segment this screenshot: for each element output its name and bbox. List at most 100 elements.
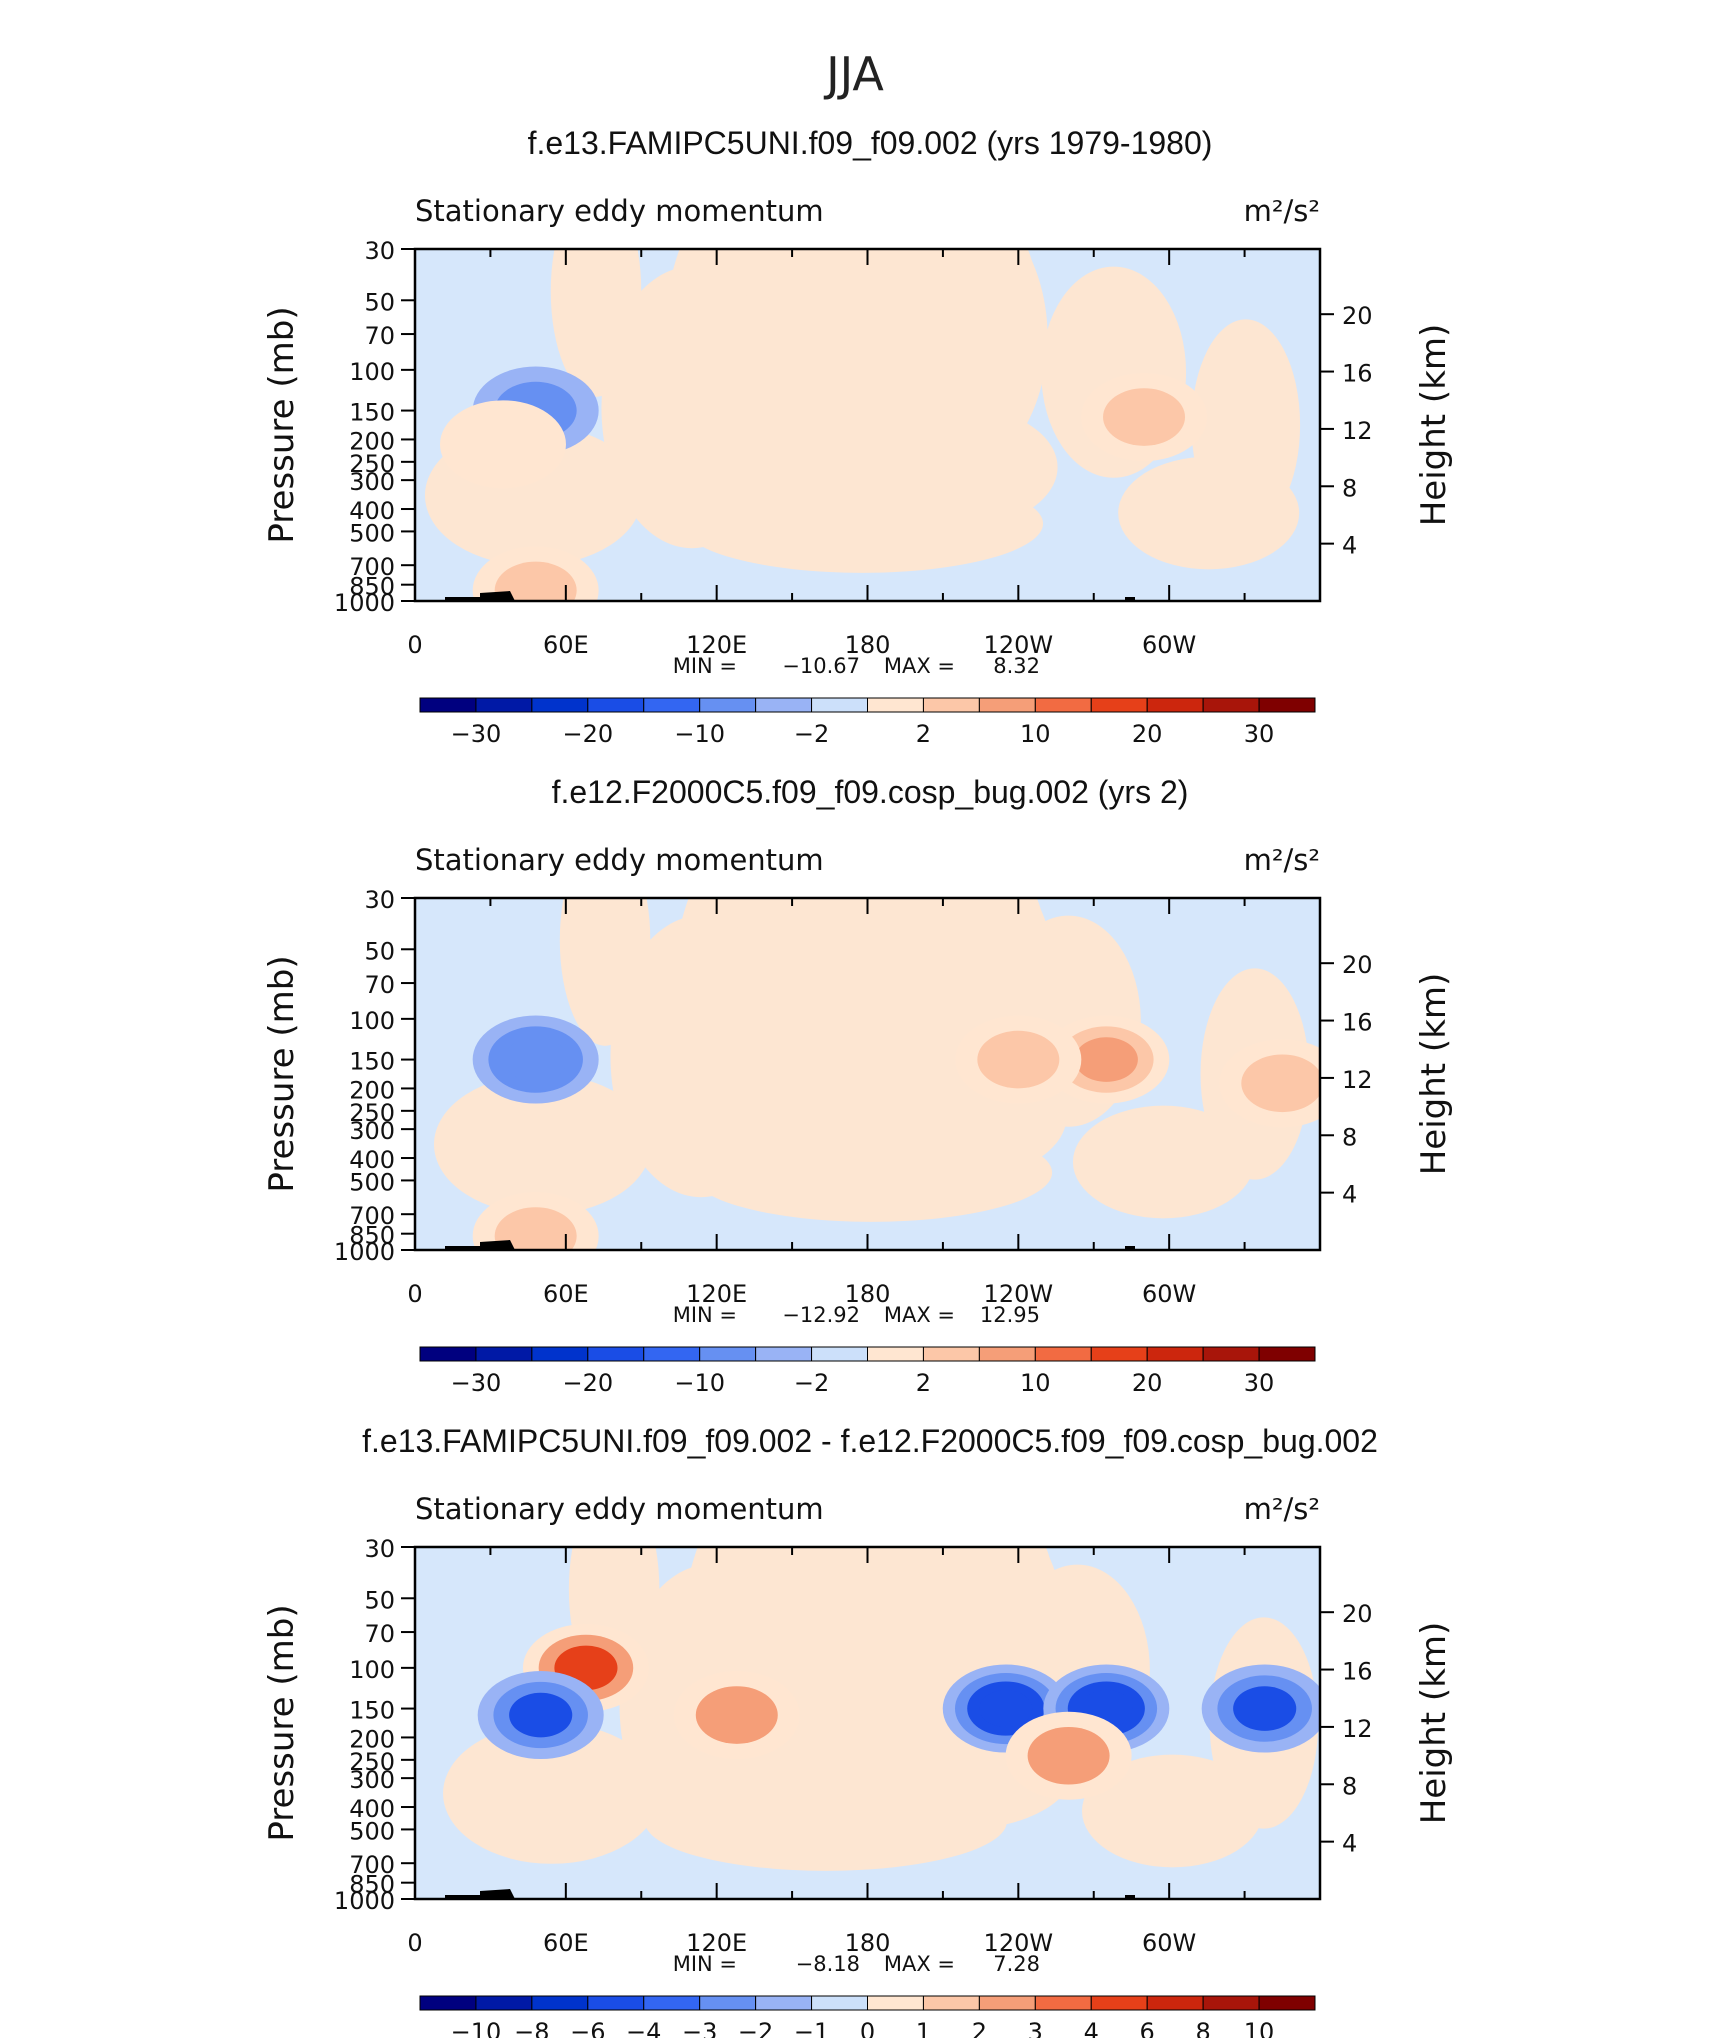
colorbar-box	[699, 1346, 757, 1362]
contour-neg	[1233, 1686, 1297, 1731]
colorbar-box	[1090, 1346, 1148, 1362]
colorbar-box	[1258, 697, 1316, 713]
pressure-tick-label: 400	[349, 497, 395, 525]
colorbar-box	[1034, 1346, 1092, 1362]
lon-tick-label: 0	[407, 1929, 422, 1957]
colorbar-label: 20	[1132, 720, 1163, 748]
pressure-tick-label: 30	[364, 1535, 395, 1563]
colorbar-box	[475, 1346, 533, 1362]
pressure-tick-label: 70	[364, 322, 395, 350]
pressure-tick-label: 850	[349, 573, 395, 601]
lon-tick-label: 60E	[543, 631, 589, 659]
height-tick-label: 20	[1342, 1600, 1373, 1628]
pressure-tick-label: 1000	[334, 1887, 395, 1915]
contour-pos	[1027, 1726, 1110, 1785]
pressure-tick-label: 250	[349, 450, 395, 478]
contour-pos	[1103, 388, 1186, 446]
max-label: MAX =	[884, 1303, 955, 1327]
height-tick-label: 20	[1342, 951, 1373, 979]
contour-neg	[504, 1037, 568, 1082]
panel-2: f.e12.F2000C5.f09_f09.cosp_bug.002 (yrs …	[262, 774, 1454, 1397]
lon-tick-label: 60E	[543, 1280, 589, 1308]
height-tick-label: 8	[1342, 1772, 1357, 1800]
pressure-tick-label: 200	[349, 1076, 395, 1104]
colorbar-box	[643, 697, 701, 713]
positive-region	[840, 403, 1058, 531]
colorbar-box	[867, 697, 924, 713]
colorbar-box	[1202, 1346, 1260, 1362]
height-tick-label: 16	[1342, 1009, 1373, 1037]
pressure-tick-label: 700	[349, 1202, 395, 1230]
colorbar-box	[475, 1995, 533, 2011]
contour-pos	[1074, 1037, 1138, 1082]
left-string: Stationary eddy momentum	[415, 843, 824, 877]
pressure-tick-label: 400	[349, 1146, 395, 1174]
colorbar-box	[811, 1346, 868, 1362]
colorbar-box	[419, 1346, 477, 1362]
contour-pos	[494, 561, 577, 601]
colorbar-box	[755, 1346, 813, 1362]
lon-tick-label: 180	[845, 1929, 891, 1957]
max-label: MAX =	[884, 1952, 955, 1976]
colorbar-label: −2	[794, 720, 829, 748]
pressure-tick-label: 200	[349, 1725, 395, 1753]
colorbar-label: −10	[674, 1369, 725, 1397]
colorbar-box	[1090, 1995, 1148, 2011]
pressure-tick-label: 850	[349, 1222, 395, 1250]
colorbar-label: 6	[1140, 2018, 1155, 2038]
colorbar-box	[1146, 1346, 1204, 1362]
lon-tick-label: 180	[845, 1280, 891, 1308]
contour-pos	[695, 1686, 778, 1744]
min-label: MIN =	[673, 654, 737, 678]
colorbar-box	[867, 1995, 924, 2011]
positive-region	[434, 1074, 652, 1215]
ylabel-pressure: Pressure (mb)	[262, 306, 302, 543]
max-value: 8.32	[993, 654, 1040, 678]
panel-title: f.e13.FAMIPC5UNI.f09_f09.002 - f.e12.F20…	[362, 1423, 1378, 1459]
units-label: m²/s²	[1244, 843, 1320, 877]
positive-region	[1081, 1754, 1263, 1868]
pressure-tick-label: 30	[364, 886, 395, 914]
colorbar-label: 30	[1244, 720, 1275, 748]
positive-region	[935, 898, 1044, 1004]
pressure-tick-label: 200	[349, 427, 395, 455]
ylabel-height: Height (km)	[1414, 973, 1454, 1176]
colorbar-box	[699, 1995, 757, 2011]
left-string: Stationary eddy momentum	[415, 1492, 824, 1526]
figure-title: JJA	[823, 47, 884, 101]
height-tick-label: 12	[1342, 417, 1373, 445]
colorbar-label: 1	[916, 2018, 931, 2038]
colorbar-label: 10	[1020, 720, 1051, 748]
pressure-tick-label: 100	[349, 1007, 395, 1035]
units-label: m²/s²	[1244, 1492, 1320, 1526]
pressure-tick-label: 850	[349, 1871, 395, 1899]
lon-tick-label: 60W	[1142, 631, 1196, 659]
colorbar-box	[419, 697, 477, 713]
lon-tick-label: 60E	[543, 1929, 589, 1957]
colorbar-label: 3	[1028, 2018, 1043, 2038]
colorbar-box	[643, 1346, 701, 1362]
pressure-tick-label: 50	[364, 1586, 395, 1614]
pressure-tick-label: 50	[364, 288, 395, 316]
lon-tick-label: 60W	[1142, 1929, 1196, 1957]
height-tick-label: 4	[1342, 1830, 1357, 1858]
contour-neg	[509, 1692, 573, 1738]
positive-region	[1118, 456, 1300, 570]
colorbar-label: 10	[1020, 1369, 1051, 1397]
colorbar-label: 0	[860, 2018, 875, 2038]
positive-region	[610, 915, 792, 1198]
colorbar-label: −20	[562, 720, 613, 748]
colorbar-label: 2	[916, 1369, 931, 1397]
colorbar-box	[1258, 1995, 1316, 2011]
lon-tick-label: 120E	[686, 631, 747, 659]
topography	[445, 1889, 515, 1899]
colorbar-label: −10	[674, 720, 725, 748]
pressure-tick-label: 400	[349, 1795, 395, 1823]
pressure-tick-label: 300	[349, 1117, 395, 1145]
positive-region	[601, 266, 783, 549]
colorbar-box	[587, 697, 645, 713]
lon-tick-label: 120E	[686, 1929, 747, 1957]
contour-field	[415, 1547, 1320, 1899]
colorbar-box	[531, 1995, 589, 2011]
colorbar-box	[867, 1346, 924, 1362]
